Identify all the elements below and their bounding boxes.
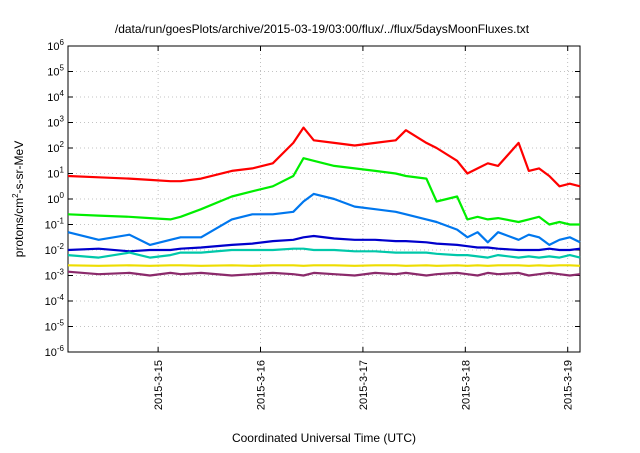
series-line — [67, 247, 581, 259]
series-line — [67, 234, 581, 253]
chart-title: /data/run/goesPlots/archive/2015-03-19/0… — [115, 22, 530, 36]
y-tick-label: 100 — [47, 191, 64, 206]
y-tick-label: 105 — [47, 64, 64, 79]
x-tick-label: 2015-3-15 — [153, 360, 165, 410]
y-tick-label: 106 — [47, 38, 64, 53]
series-line — [67, 126, 581, 188]
y-tick-label: 10-4 — [45, 293, 65, 308]
y-tick-label: 103 — [47, 115, 64, 130]
x-tick-label: 2015-3-17 — [358, 360, 370, 410]
y-tick-label: 102 — [47, 140, 64, 155]
x-axis-label: Coordinated Universal Time (UTC) — [232, 431, 416, 445]
y-tick-label: 10-2 — [45, 242, 65, 257]
y-tick-label: 10-6 — [45, 344, 65, 359]
x-tick-label: 2015-3-19 — [563, 360, 575, 410]
x-tick-label: 2015-3-16 — [256, 360, 268, 410]
series-line — [67, 270, 581, 277]
y-tick-label: 10-5 — [45, 319, 65, 334]
x-tick-label: 2015-3-18 — [460, 360, 472, 410]
y-tick-label: 104 — [47, 89, 64, 104]
y-tick-label: 101 — [47, 166, 64, 181]
y-tick-label: 10-1 — [45, 217, 65, 232]
series-line — [67, 192, 581, 246]
y-axis-label: protons/cm2-s-sr-MeV — [11, 141, 26, 257]
series-line — [67, 157, 580, 226]
series-line — [67, 264, 581, 267]
y-tick-label: 10-3 — [45, 268, 65, 283]
